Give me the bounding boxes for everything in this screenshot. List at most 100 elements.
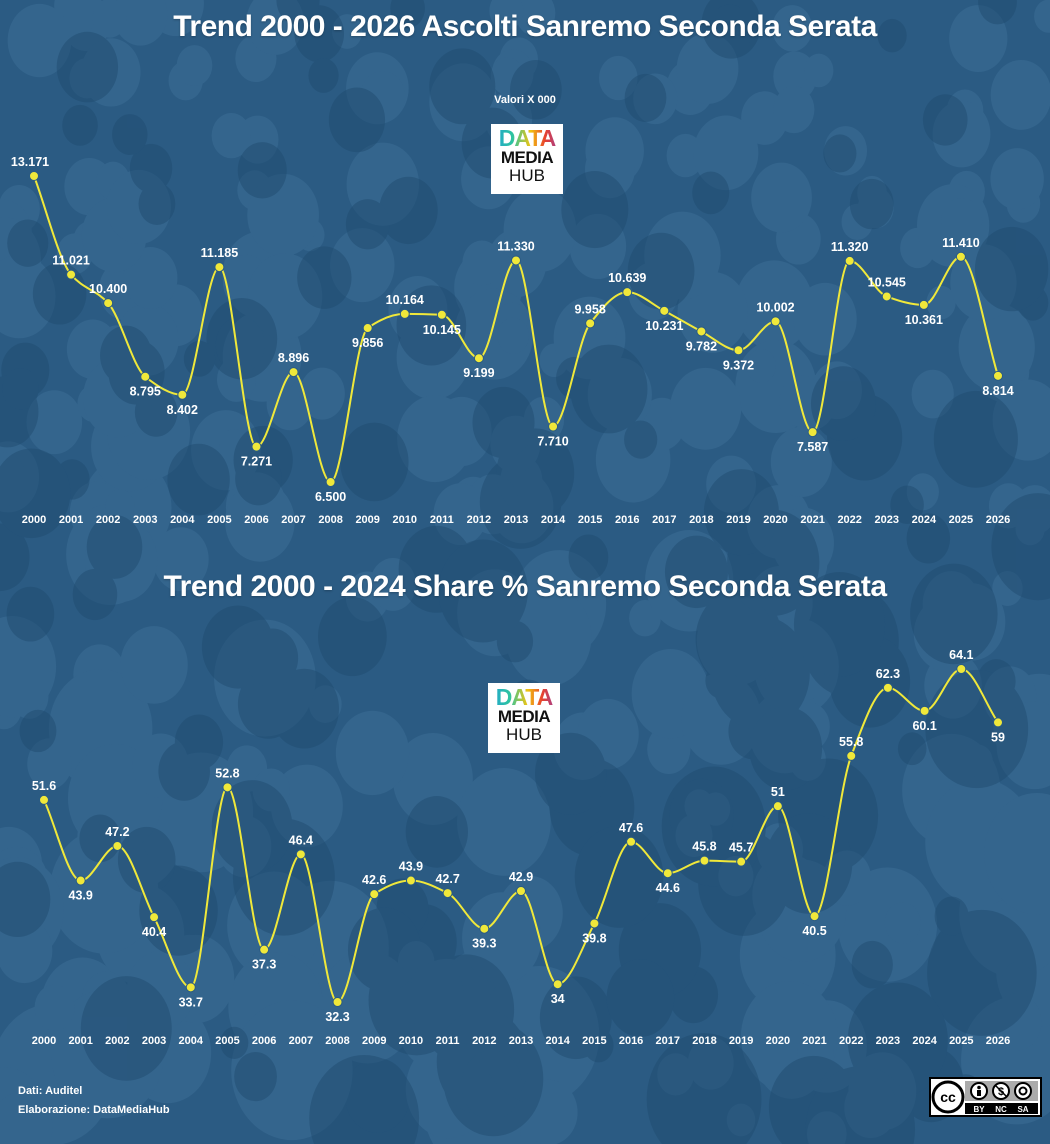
data-label: 9.199 [463, 366, 494, 380]
logo-text-data: DATA [488, 686, 560, 709]
data-label: 40.5 [802, 924, 826, 938]
data-label: 8.402 [167, 403, 198, 417]
data-label: 40.4 [142, 925, 166, 939]
data-label: 10.231 [645, 319, 683, 333]
logo-text-media: MEDIA [500, 148, 554, 167]
data-label: 51 [771, 785, 785, 799]
cc-sa-label: SA [1017, 1105, 1028, 1114]
data-label: 45.7 [729, 841, 753, 855]
data-point [993, 370, 1003, 381]
x-tick-label: 2011 [436, 1035, 460, 1047]
data-label: 37.3 [252, 958, 276, 972]
footer-source: Dati: Auditel [18, 1085, 83, 1097]
logo-text-media: MEDIA [497, 707, 551, 726]
data-label: 42.9 [509, 870, 533, 884]
data-label: 52.8 [215, 766, 239, 780]
data-label: 34 [551, 992, 565, 1006]
data-label: 8.896 [278, 351, 309, 365]
data-point [214, 262, 225, 273]
data-point [103, 298, 114, 309]
chart-subtitle-valori: Valori X 000 [494, 94, 556, 106]
x-tick-label: 2010 [399, 1035, 423, 1047]
data-point [140, 371, 151, 382]
chart-share: 51.6 2000 43.9 2001 47.2 2002 40.4 2003 33.7 2004… [32, 648, 1010, 1047]
x-tick-label: 2012 [472, 1035, 496, 1047]
footer-credit: Elaborazione: DataMediaHub [18, 1104, 170, 1116]
data-point [39, 794, 49, 805]
x-tick-label: 2021 [800, 514, 824, 526]
x-tick-label: 2007 [281, 514, 305, 526]
data-point [699, 855, 710, 866]
x-tick-label: 2026 [986, 1035, 1010, 1047]
data-point [809, 911, 820, 922]
data-point [662, 868, 673, 879]
data-point [332, 997, 343, 1007]
x-tick-label: 2002 [96, 514, 120, 526]
datamediahub-logo: DATA MEDIA HUB [491, 124, 563, 194]
data-label: 9.958 [575, 302, 606, 316]
x-tick-label: 2016 [615, 514, 639, 526]
data-label: 10.639 [608, 271, 646, 285]
x-tick-label: 2019 [726, 514, 750, 526]
x-tick-label: 2000 [32, 1035, 56, 1047]
x-tick-label: 2025 [949, 514, 973, 526]
datamediahub-logo-2: DATA MEDIA HUB [488, 683, 560, 753]
data-point [29, 171, 39, 181]
data-label: 42.7 [435, 872, 459, 886]
x-tick-label: 2019 [729, 1035, 753, 1047]
data-label: 10.545 [868, 275, 906, 289]
x-tick-label: 2024 [912, 514, 937, 526]
data-point [362, 323, 373, 334]
x-tick-label: 2023 [875, 514, 899, 526]
data-point [369, 889, 380, 900]
data-label: 9.782 [686, 339, 717, 353]
data-point [589, 918, 600, 929]
data-label: 46.4 [289, 833, 313, 847]
x-tick-label: 2012 [467, 514, 491, 526]
data-label: 43.9 [399, 860, 423, 874]
cc-icon [931, 1080, 965, 1114]
x-tick-label: 2020 [763, 514, 787, 526]
data-point [844, 255, 855, 266]
x-tick-label: 2013 [509, 1035, 533, 1047]
data-label: 39.8 [582, 931, 606, 945]
data-point [251, 441, 262, 452]
x-tick-label: 2005 [207, 514, 231, 526]
data-point [696, 326, 707, 337]
data-point [149, 912, 160, 923]
x-tick-label: 2004 [170, 514, 195, 526]
data-label: 10.002 [756, 300, 794, 314]
data-point [846, 750, 857, 761]
data-label: 59 [991, 730, 1005, 744]
x-tick-label: 2014 [545, 1035, 570, 1047]
data-point [112, 840, 123, 851]
data-point [295, 849, 306, 860]
data-point [955, 251, 966, 262]
data-label: 33.7 [179, 995, 203, 1009]
data-label: 8.814 [982, 384, 1013, 398]
data-point [185, 982, 196, 993]
x-tick-label: 2017 [652, 514, 676, 526]
data-label: 51.6 [32, 779, 56, 793]
data-label: 6.500 [315, 490, 346, 504]
data-label: 11.021 [52, 254, 90, 268]
logo-text-hub: HUB [506, 725, 542, 744]
data-label: 47.6 [619, 821, 643, 835]
x-tick-label: 2009 [362, 1035, 386, 1047]
x-tick-label: 2013 [504, 514, 528, 526]
data-label: 8.795 [130, 385, 161, 399]
x-tick-label: 2025 [949, 1035, 973, 1047]
x-tick-label: 2007 [289, 1035, 313, 1047]
x-tick-label: 2015 [578, 514, 602, 526]
cc-nc-label: NC [995, 1105, 1007, 1114]
data-label: 13.171 [11, 155, 49, 169]
cc-by-label: BY [973, 1105, 985, 1114]
data-point [626, 836, 637, 847]
data-point [548, 421, 559, 432]
x-tick-label: 2022 [839, 1035, 863, 1047]
data-point [772, 801, 783, 812]
data-point [177, 389, 188, 400]
data-point [66, 269, 77, 280]
